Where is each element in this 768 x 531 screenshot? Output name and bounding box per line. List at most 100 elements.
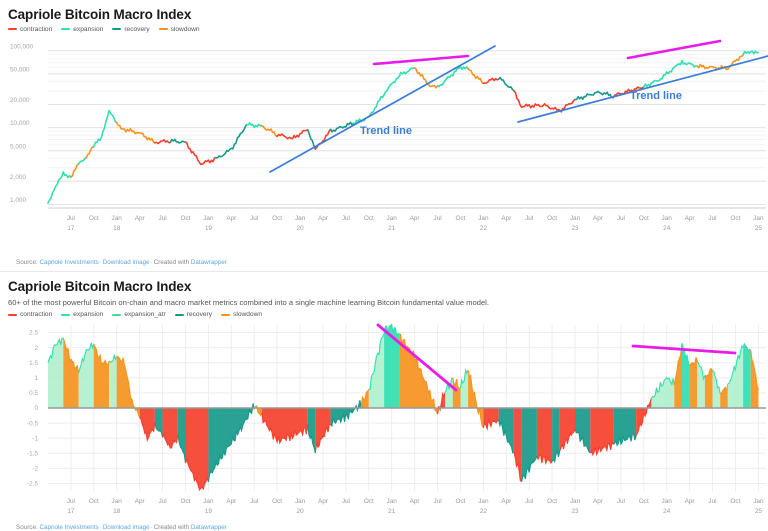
x-axis-tick-label: Jan [662,215,673,222]
x-axis-tick-label: Oct [456,498,466,505]
legend-item-expansion: expansion [61,311,103,318]
index-area-segment [315,408,331,454]
index-area-outline [177,434,187,464]
index-area-segment [185,408,209,491]
price-line-segment [436,65,469,88]
index-area-outline [750,350,759,391]
price-line-segment [612,85,645,99]
y-axis-tick-label: -2 [32,466,38,473]
chart1-datawrapper-link[interactable]: Datawrapper [190,258,227,266]
legend-label: slowdown [170,25,200,33]
x-axis-tick-label: Jan [753,215,764,222]
index-area-segment [727,346,744,409]
x-axis-tick-label: Jul [617,215,625,222]
x-axis-tick-label: Oct [364,498,374,505]
index-area-outline [696,361,706,382]
chart2-datawrapper-link[interactable]: Datawrapper [190,524,227,531]
index-area-outline [551,449,561,464]
legend-label: slowdown [233,311,263,319]
x-axis-tick-label: Apr [226,215,237,222]
y-axis-tick-label: 20,000 [10,97,30,104]
x-axis-year-label: 20 [297,508,305,515]
y-axis-tick-label: 0 [34,406,38,413]
x-axis-tick-label: Jan [203,498,214,505]
x-axis-year-label: 22 [480,508,488,515]
price-line-segment [77,156,87,165]
trend-line-annotation: Trend line [630,90,682,102]
chart1-source-link[interactable]: Capriole Investments [39,258,99,266]
chart1-download-link[interactable]: Download image [102,258,150,266]
chart2-source-label: Source: [16,524,38,531]
x-axis-year-label: 25 [755,225,763,232]
index-area-outline [467,370,484,429]
chart2-download-link[interactable]: Download image [102,524,150,531]
index-area-segment [384,324,400,409]
x-axis-year-label: 23 [571,225,579,232]
chart2-title: Capriole Bitcoin Macro Index [8,279,192,295]
y-axis-tick-label: 10,000 [10,120,30,127]
x-axis-tick-label: Jul [617,498,625,505]
y-axis-tick-label: 2,000 [10,174,26,181]
x-axis-year-label: 24 [663,508,671,515]
x-axis-tick-label: Apr [318,215,329,222]
x-axis-year-label: 20 [297,225,305,232]
index-area-outline [116,356,141,419]
x-axis-tick-label: Oct [181,498,191,505]
x-axis-tick-label: Apr [501,498,512,505]
y-axis-tick-label: 1,000 [10,197,26,204]
index-area-outline [360,389,370,408]
x-axis-year-label: 19 [205,508,213,515]
trend-line [269,44,496,173]
x-axis-tick-label: Apr [685,498,696,505]
legend-label: contraction [20,25,53,33]
index-area-segment [483,408,499,430]
index-area-outline [712,370,721,395]
x-axis-tick-label: Apr [593,498,604,505]
x-axis-year-label: 23 [571,508,579,515]
chart2-source-link[interactable]: Capriole Investments [39,524,99,531]
chart-panel-2: Capriole Bitcoin Macro Index 60+ of the … [0,272,768,531]
legend-item-slowdown: slowdown [221,311,262,318]
index-area-segment [361,389,369,409]
index-area-segment [452,378,461,409]
price-line-segment [70,163,80,178]
index-area-segment [399,334,438,415]
index-area-segment [116,356,140,419]
price-line-segment [261,124,278,137]
index-area-outline [720,384,729,395]
index-area-segment [162,408,178,449]
x-axis-tick-label: Oct [730,215,740,222]
chart2-created-label: Created with [153,524,190,531]
x-axis-tick-label: Jul [159,498,167,505]
index-area-outline [704,368,713,378]
x-axis-tick-label: Jul [342,498,350,505]
index-area-outline [139,417,156,443]
legend-label: recovery [186,311,213,319]
index-area-outline [307,424,316,454]
x-axis-tick-label: Oct [272,215,282,222]
x-axis-tick-label: Jan [478,498,489,505]
index-area-outline [589,441,614,457]
index-area-outline [452,378,461,389]
legend-label: contraction [20,311,53,319]
index-area-segment [575,408,591,454]
x-axis-year-label: 18 [113,508,121,515]
index-area-segment [704,369,713,409]
price-line-segment [245,121,263,129]
price-line-segment [93,109,118,148]
index-area-segment [536,408,553,464]
index-area-segment [93,344,110,409]
x-axis-year-label: 21 [388,225,396,232]
x-axis-tick-label: Jul [67,498,75,505]
index-area-segment [743,344,751,409]
index-area-outline [207,403,255,483]
legend-swatch-icon [8,313,17,316]
price-line-segment [306,128,317,150]
x-axis-tick-label: Apr [410,215,421,222]
index-area-outline [635,398,652,437]
x-axis-tick-label: Jul [708,498,716,505]
x-axis-tick-label: Jul [434,215,442,222]
x-axis-tick-label: Jan [570,498,581,505]
resistance-line [376,323,458,392]
